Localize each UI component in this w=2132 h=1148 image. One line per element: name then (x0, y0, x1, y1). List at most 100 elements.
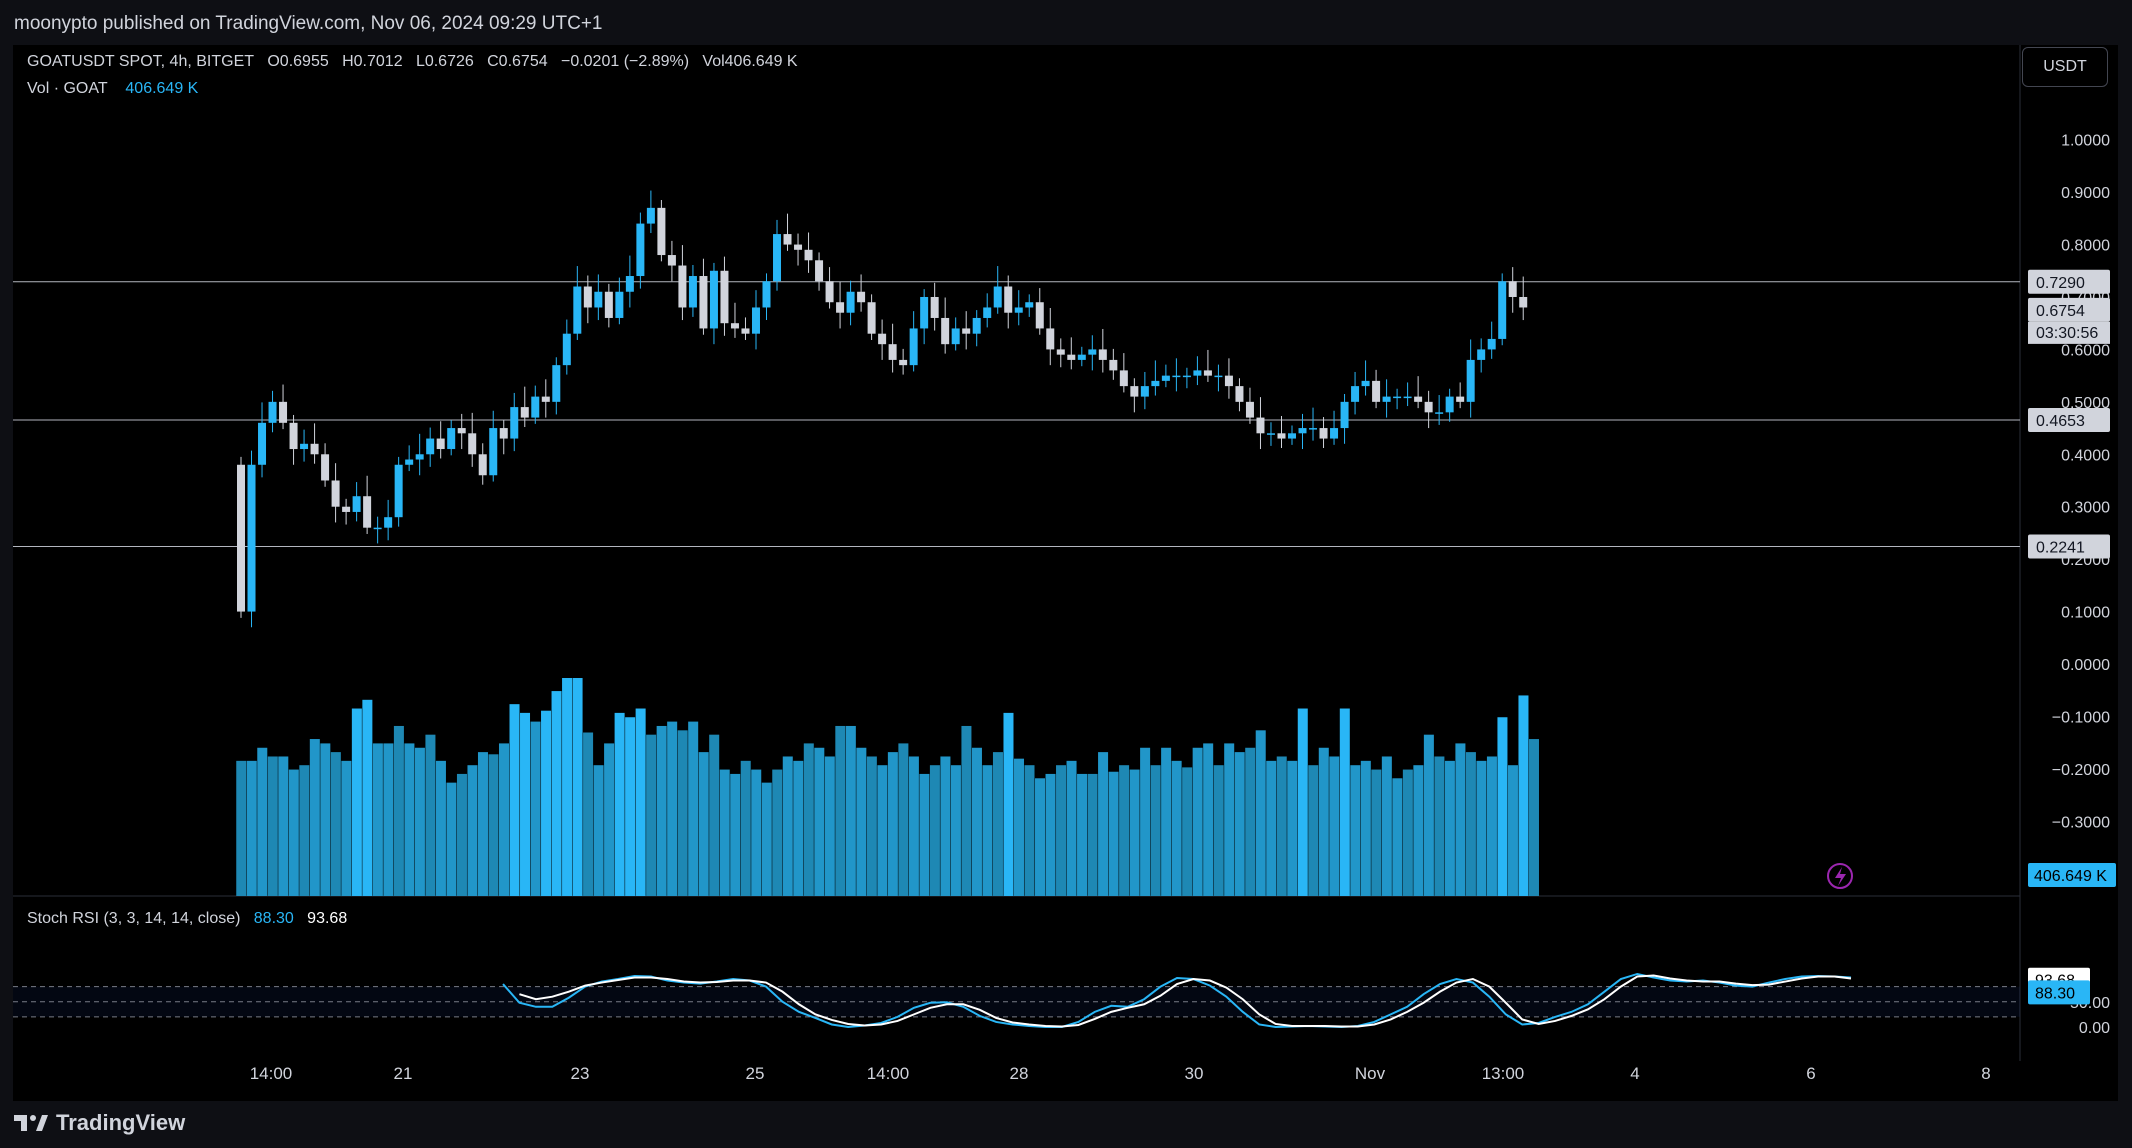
candle-body (699, 276, 708, 329)
tradingview-logo-icon (14, 1115, 48, 1131)
tradingview-brand[interactable]: TradingView (14, 1110, 185, 1136)
price-tick-label: 0.6000 (2061, 342, 2110, 359)
candle-body (1288, 433, 1296, 439)
volume-bar (1213, 765, 1224, 896)
stoch-k-value: 88.30 (253, 910, 294, 927)
candle-body (1445, 396, 1454, 413)
publisher-line: moonypto published on TradingView.com, N… (14, 13, 603, 34)
volume-bar (320, 743, 331, 896)
volume-bar (583, 732, 594, 896)
candle-body (1266, 433, 1275, 435)
candle-body (951, 328, 960, 345)
volume-bar (709, 734, 720, 896)
ohlc-close: C0.6754 (487, 53, 548, 70)
volume-bar (1329, 756, 1340, 896)
volume-bar (404, 743, 415, 896)
candle-body (447, 428, 456, 450)
candle-body (1487, 338, 1496, 350)
time-tick-label: 30 (1185, 1064, 1204, 1083)
candle-body (1140, 386, 1149, 397)
candle-body (930, 296, 939, 318)
volume-bar (341, 760, 352, 896)
candle-body (478, 454, 487, 476)
candle-body (741, 328, 750, 334)
time-tick-label: 14:00 (250, 1064, 293, 1083)
volume-bar (1476, 760, 1487, 896)
level-label-top-box (2028, 269, 2110, 294)
volume-legend: Vol · GOAT 406.649 K (27, 80, 198, 98)
candle-body (1193, 370, 1202, 376)
volume-bar (246, 760, 257, 896)
candle-body (1414, 396, 1423, 402)
candle-body (268, 401, 277, 423)
volume-bar (530, 721, 541, 896)
candle-body (615, 291, 624, 318)
candle-body (762, 281, 771, 308)
candle-body (1351, 386, 1360, 402)
price-tick-label: 0.1000 (2061, 605, 2110, 622)
candle-body (709, 270, 718, 329)
volume-bar (1308, 765, 1319, 896)
volume-bar (614, 712, 625, 896)
volume-bar (646, 734, 657, 896)
volume-bar (1371, 769, 1382, 896)
candle-body (720, 270, 729, 324)
volume-bar (509, 704, 520, 896)
volume-bar (803, 743, 814, 896)
candle-body (1403, 396, 1412, 399)
candle-body (1025, 302, 1034, 308)
candle-body (825, 281, 834, 303)
candle-body (625, 276, 634, 292)
candle-body (1319, 428, 1328, 439)
candle-body (941, 317, 950, 345)
price-tick-label: −0.1000 (2052, 709, 2110, 726)
volume-bar (330, 752, 341, 896)
last-price-label-box (2028, 297, 2110, 322)
volume-bar (299, 765, 310, 896)
candle-body (237, 464, 245, 612)
candle-body (1046, 328, 1055, 350)
volume-bar (1266, 760, 1277, 896)
volume-label: Vol · GOAT (27, 80, 108, 97)
volume-bar (1192, 747, 1203, 896)
candle-body (1245, 401, 1254, 418)
chart-area[interactable]: 1.00000.90000.80000.70000.60000.50000.40… (13, 45, 2118, 1101)
candle-body (1372, 380, 1381, 402)
level-label-mid: 0.4653 (2036, 413, 2085, 430)
volume-bar (1528, 739, 1539, 896)
price-tick-label: 0.4000 (2061, 447, 2110, 464)
candle-body (993, 286, 1002, 308)
volume-bar (1077, 773, 1088, 896)
volume-bar (982, 765, 993, 896)
candle-body (426, 438, 435, 455)
candle-countdown: 03:30:56 (2036, 325, 2098, 342)
candle-body (499, 428, 508, 439)
chart-background (13, 45, 2118, 1101)
candle-body (983, 307, 992, 318)
price-tick-label: 0.9000 (2061, 185, 2110, 202)
volume-bar (1360, 760, 1371, 896)
candle-body (384, 517, 393, 528)
candle-body (247, 464, 256, 612)
volume-axis-box (2028, 863, 2116, 887)
publish-header: moonypto published on TradingView.com, N… (0, 0, 2132, 45)
volume-bar (1245, 747, 1256, 896)
volume-bar (351, 708, 362, 896)
candle-body (1067, 354, 1076, 360)
candle-body (1035, 302, 1044, 329)
price-tick-label: 0.5000 (2061, 395, 2110, 412)
time-tick-label: 23 (571, 1064, 590, 1083)
time-tick-label: 8 (1981, 1064, 1990, 1083)
candle-body (1224, 375, 1233, 387)
candle-body (405, 459, 414, 465)
currency-button[interactable]: USDT (2022, 47, 2108, 87)
volume-bar (1276, 756, 1287, 896)
candle-body (678, 265, 687, 308)
candle-body (1393, 396, 1402, 399)
candle-body (646, 207, 655, 224)
candle-body (888, 344, 897, 360)
candle-body (1130, 386, 1139, 397)
volume-bar (1318, 747, 1329, 896)
volume-bar (1413, 765, 1424, 896)
volume-bar (362, 699, 373, 896)
